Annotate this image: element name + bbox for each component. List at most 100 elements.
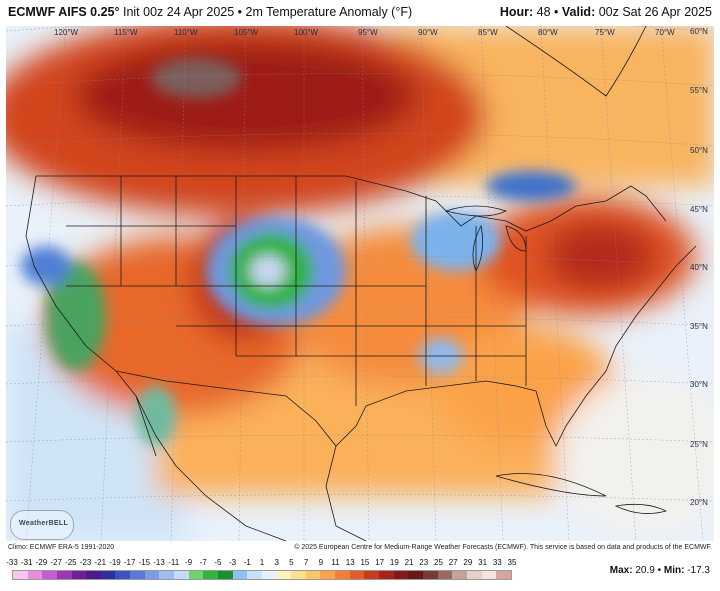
legend-swatch <box>349 571 365 579</box>
legend-swatch <box>159 571 175 579</box>
lon-label-75w: 75°W <box>595 28 615 37</box>
title-right: Hour: 48 • Valid: 00z Sat 26 Apr 2025 <box>499 5 712 19</box>
legend-swatch <box>188 571 204 579</box>
legend-swatch <box>276 571 292 579</box>
legend-swatch <box>232 571 248 579</box>
max-label: Max: <box>609 565 633 576</box>
legend-swatch <box>335 571 350 579</box>
legend-tick-label: 3 <box>274 558 279 567</box>
legend-tick-label: -33 <box>6 558 18 567</box>
legend-swatch <box>115 571 131 579</box>
lat-label-45n: 45°N <box>690 205 708 214</box>
lat-label-40n: 40°N <box>690 263 708 272</box>
min-label: Min: <box>663 565 685 576</box>
legend-tick-label: 15 <box>360 558 370 567</box>
legend-swatch <box>364 571 380 579</box>
legend-tick-label: 11 <box>331 558 340 567</box>
legend-tick-label: 5 <box>289 558 294 567</box>
map-header: ECMWF AIFS 0.25° Init 00z 24 Apr 2025 • … <box>0 0 720 24</box>
legend-tick-label: -15 <box>138 558 151 567</box>
legend-tick-label: 13 <box>345 558 355 567</box>
color-legend: -33 -31 -29 -27 -25 -23 -21 -19 -17 -15 -13 -11 -9 -7… <box>6 558 516 586</box>
legend-swatch <box>393 571 409 579</box>
lat-label-60n: 60°N <box>690 27 708 36</box>
legend-swatch <box>481 571 497 579</box>
legend-swatch <box>496 571 511 579</box>
valid-label: Valid: <box>561 5 596 19</box>
legend-tick-label: -1 <box>243 558 251 567</box>
legend-swatch <box>408 571 423 579</box>
legend-tick-label: -23 <box>79 558 92 567</box>
legend-tick-label: -19 <box>109 558 121 567</box>
legend-tick-label: 27 <box>448 558 458 567</box>
weatherbell-logo: WeatherBELL <box>10 510 74 540</box>
legend-swatch <box>379 571 394 579</box>
legend-tick-label: -25 <box>65 558 77 567</box>
lon-label-120w: 120°W <box>54 28 79 37</box>
legend-tick-label: -11 <box>168 558 180 567</box>
lon-label-90w: 90°W <box>418 28 438 37</box>
lon-label-115w: 115°W <box>114 28 138 37</box>
legend-tick-label: 33 <box>492 558 502 567</box>
legend-tick-label: -9 <box>184 558 193 567</box>
title-left: ECMWF AIFS 0.25° Init 00z 24 Apr 2025 • … <box>8 5 412 19</box>
lat-label-20n: 20°N <box>690 498 708 507</box>
legend-swatch <box>203 571 218 579</box>
legend-tick-label: 19 <box>389 558 399 567</box>
legend-swatch <box>291 571 306 579</box>
legend-swatch <box>86 571 101 579</box>
legend-swatch <box>56 571 72 579</box>
logo-text: WeatherBELL <box>19 520 69 527</box>
legend-tick-label: -21 <box>94 558 107 567</box>
legend-swatch <box>437 571 453 579</box>
legend-tick-label: -7 <box>199 558 207 567</box>
lon-label-85w: 85°W <box>478 28 498 37</box>
legend-tick-label: -31 <box>20 558 33 567</box>
legend-labels: -33 -31 -29 -27 -25 -23 -21 -19 -17 -15 -13 -11 -9 -7… <box>6 558 516 568</box>
lat-label-35n: 35°N <box>690 322 708 331</box>
legend-colorbar <box>12 570 512 580</box>
map-canvas <box>6 26 714 541</box>
lon-label-105w: 105°W <box>234 28 259 37</box>
legend-tick-label: -17 <box>123 558 136 567</box>
lon-label-80w: 80°W <box>538 28 558 37</box>
valid-value: 00z Sat 26 Apr 2025 <box>598 5 712 19</box>
legend-swatch <box>320 571 336 579</box>
legend-swatch <box>305 571 321 579</box>
lon-label-70w: 70°W <box>655 28 675 37</box>
legend-tick-label: 21 <box>404 558 414 567</box>
copyright-note: © 2025 European Centre for Medium-Range … <box>294 544 712 551</box>
min-value: -17.3 <box>687 565 710 576</box>
legend-swatch <box>13 571 28 579</box>
legend-tick-label: 29 <box>463 558 473 567</box>
hour-value: 48 <box>536 5 551 19</box>
legend-swatch <box>422 571 438 579</box>
legend-tick-label: -5 <box>214 558 222 567</box>
climo-note: Climo: ECMWF ERA-5 1991-2020 <box>8 544 115 551</box>
legend-swatch <box>247 571 262 579</box>
legend-swatch <box>466 571 482 579</box>
max-min-readout: Max: 20.9 • Min: -17.3 <box>609 565 710 576</box>
legend-tick-label: 23 <box>419 558 429 567</box>
lat-label-50n: 50°N <box>690 146 708 155</box>
legend-tick-label: 1 <box>259 558 265 567</box>
lat-label-55n: 55°N <box>690 86 708 95</box>
legend-swatch <box>42 571 57 579</box>
lat-label-30n: 30°N <box>690 380 708 389</box>
lat-label-25n: 25°N <box>690 440 708 449</box>
legend-tick-label: 9 <box>318 558 324 567</box>
legend-tick-label: -3 <box>229 558 237 567</box>
legend-swatch <box>144 571 160 579</box>
legend-tick-label: 17 <box>375 558 385 567</box>
legend-tick-label: 31 <box>478 558 488 567</box>
lon-label-110w: 110°W <box>174 28 198 37</box>
legend-tick-label: -27 <box>50 558 62 567</box>
legend-tick-label: -29 <box>35 558 48 567</box>
lon-label-100w: 100°W <box>294 28 319 37</box>
legend-swatch <box>71 571 87 579</box>
legend-swatch <box>452 571 467 579</box>
init-and-field: Init 00z 24 Apr 2025 • 2m Temperature An… <box>122 5 413 19</box>
legend-tick-label: -13 <box>153 558 165 567</box>
legend-swatch <box>174 571 189 579</box>
model-name: ECMWF AIFS 0.25° <box>8 5 120 19</box>
